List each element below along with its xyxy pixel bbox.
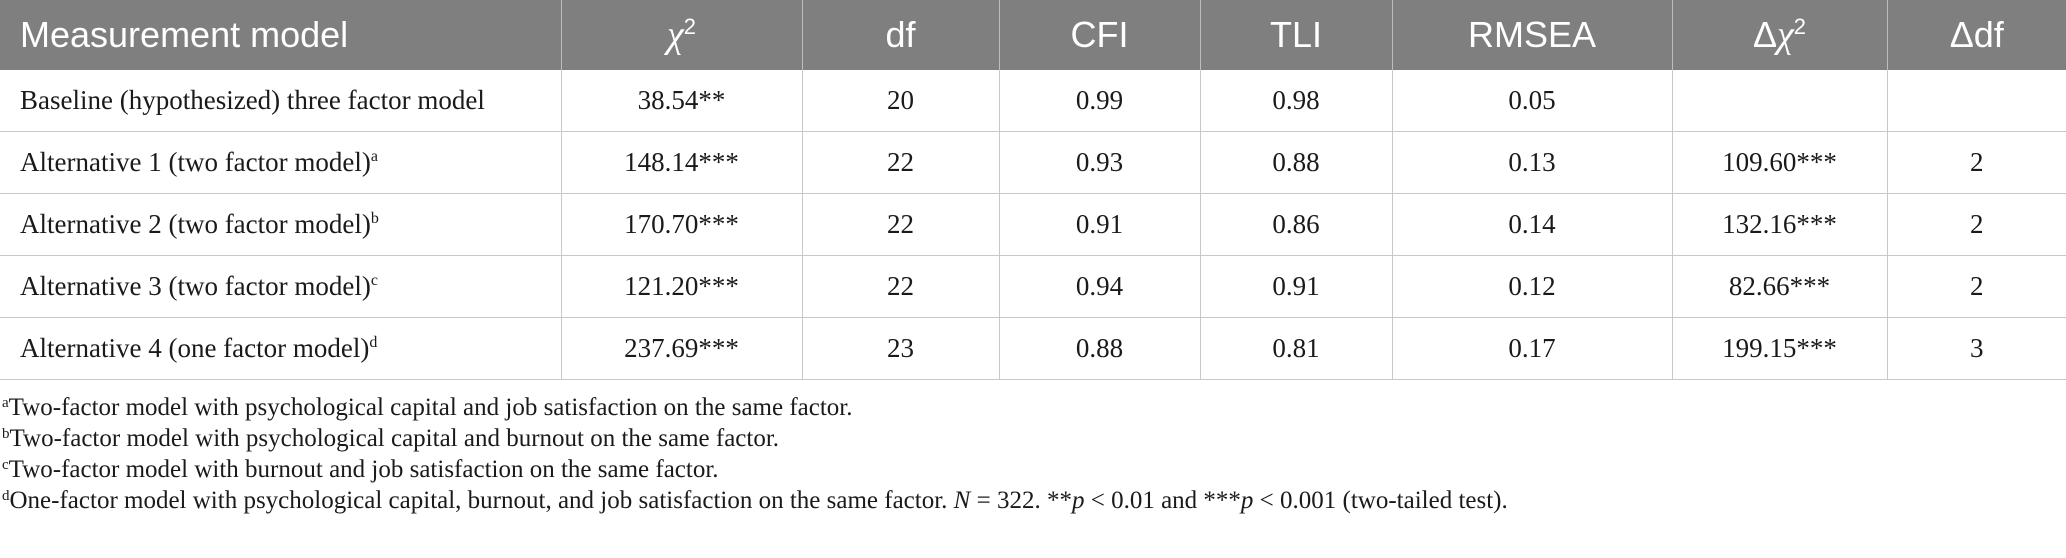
footnote-mark: d: [2, 488, 10, 504]
cell-chi-square: 38.54**: [561, 70, 803, 132]
cell-delta-chi-square: 199.15***: [1672, 317, 1888, 380]
header-delta-chi-square: Δχ2: [1672, 0, 1888, 70]
table-row: Alternative 1 (two factor model)a 148.14…: [0, 131, 2066, 194]
model-label: Baseline (hypothesized) three factor mod…: [20, 85, 485, 115]
cell-model: Baseline (hypothesized) three factor mod…: [0, 70, 562, 132]
footnote-text: Two-factor model with burnout and job sa…: [8, 456, 719, 483]
results-table-container: Measurement model χ2 df CFI TLI RMSEA Δχ…: [0, 0, 2066, 516]
cell-rmsea: 0.12: [1392, 255, 1673, 318]
cell-delta-chi-square: 109.60***: [1672, 131, 1888, 194]
cell-cfi: 0.91: [999, 193, 1201, 256]
table-row: Alternative 2 (two factor model)b 170.70…: [0, 193, 2066, 256]
measurement-model-table: Measurement model χ2 df CFI TLI RMSEA Δχ…: [0, 0, 2066, 380]
cell-tli: 0.98: [1200, 70, 1393, 132]
header-chi-exponent: 2: [683, 14, 696, 39]
cell-rmsea: 0.14: [1392, 193, 1673, 256]
header-delta-prefix: Δ: [1752, 14, 1778, 55]
cell-delta-chi-square: 82.66***: [1672, 255, 1888, 318]
footnote-b: bTwo-factor model with psychological cap…: [2, 423, 2066, 454]
cell-rmsea: 0.13: [1392, 131, 1673, 194]
cell-delta-chi-square: 132.16***: [1672, 193, 1888, 256]
cell-delta-df: 3: [1887, 317, 2066, 380]
model-footnote-mark: c: [370, 272, 378, 289]
footnote-text: One-factor model with psychological capi…: [9, 487, 954, 514]
header-delta-chi-exponent: 2: [1793, 14, 1806, 39]
header-model: Measurement model: [0, 0, 562, 70]
cell-cfi: 0.99: [999, 70, 1201, 132]
table-row: Baseline (hypothesized) three factor mod…: [0, 70, 2066, 132]
p-symbol: p: [1071, 487, 1085, 514]
header-delta-df: Δdf: [1887, 0, 2066, 70]
cell-delta-df: [1887, 70, 2066, 132]
model-footnote-mark: d: [369, 334, 378, 351]
header-cfi: CFI: [999, 0, 1201, 70]
cell-model: Alternative 1 (two factor model)a: [0, 131, 562, 194]
cell-model: Alternative 4 (one factor model)d: [0, 317, 562, 380]
cell-chi-square: 121.20***: [561, 255, 803, 318]
footnote-c: cTwo-factor model with burnout and job s…: [2, 454, 2066, 485]
model-footnote-mark: b: [370, 210, 379, 227]
sample-size-symbol: N: [953, 487, 971, 514]
cell-tli: 0.91: [1200, 255, 1393, 318]
header-tli: TLI: [1200, 0, 1393, 70]
p-threshold-2: < 0.001 (two-tailed test).: [1253, 487, 1508, 514]
footnote-d: dOne-factor model with psychological cap…: [2, 485, 2066, 516]
cell-df: 22: [802, 193, 1000, 256]
model-label: Alternative 2 (two factor model): [20, 209, 371, 239]
header-delta-chi-symbol: χ: [1777, 14, 1794, 56]
sample-size-value: = 322. **: [970, 487, 1072, 514]
footnote-mark: c: [2, 457, 9, 473]
cell-df: 22: [802, 131, 1000, 194]
header-chi-square: χ2: [561, 0, 803, 70]
model-label: Alternative 1 (two factor model): [20, 147, 371, 177]
cell-model: Alternative 3 (two factor model)c: [0, 255, 562, 318]
footnote-text: Two-factor model with psychological capi…: [8, 394, 853, 421]
model-footnote-mark: a: [370, 148, 378, 165]
cell-df: 23: [802, 317, 1000, 380]
cell-cfi: 0.88: [999, 317, 1201, 380]
table-row: Alternative 4 (one factor model)d 237.69…: [0, 317, 2066, 380]
header-rmsea: RMSEA: [1392, 0, 1673, 70]
cell-rmsea: 0.17: [1392, 317, 1673, 380]
footnote-text: Two-factor model with psychological capi…: [9, 425, 780, 452]
cell-chi-square: 237.69***: [561, 317, 803, 380]
header-df: df: [802, 0, 1000, 70]
cell-tli: 0.88: [1200, 131, 1393, 194]
p-symbol: p: [1240, 487, 1254, 514]
cell-tli: 0.81: [1200, 317, 1393, 380]
p-threshold-1: < 0.01 and ***: [1084, 487, 1241, 514]
cell-cfi: 0.93: [999, 131, 1201, 194]
cell-delta-df: 2: [1887, 255, 2066, 318]
header-row: Measurement model χ2 df CFI TLI RMSEA Δχ…: [0, 0, 2066, 70]
cell-df: 20: [802, 70, 1000, 132]
table-footnotes: aTwo-factor model with psychological cap…: [0, 392, 2066, 516]
model-label: Alternative 4 (one factor model): [20, 333, 370, 363]
cell-delta-df: 2: [1887, 131, 2066, 194]
footnote-mark: b: [2, 426, 10, 442]
footnote-a: aTwo-factor model with psychological cap…: [2, 392, 2066, 423]
footnote-mark: a: [2, 395, 9, 411]
header-chi-symbol: χ: [667, 14, 684, 56]
table-row: Alternative 3 (two factor model)c 121.20…: [0, 255, 2066, 318]
cell-chi-square: 148.14***: [561, 131, 803, 194]
cell-rmsea: 0.05: [1392, 70, 1673, 132]
cell-tli: 0.86: [1200, 193, 1393, 256]
cell-chi-square: 170.70***: [561, 193, 803, 256]
cell-model: Alternative 2 (two factor model)b: [0, 193, 562, 256]
cell-cfi: 0.94: [999, 255, 1201, 318]
cell-df: 22: [802, 255, 1000, 318]
cell-delta-chi-square: [1672, 70, 1888, 132]
model-label: Alternative 3 (two factor model): [20, 271, 371, 301]
cell-delta-df: 2: [1887, 193, 2066, 256]
